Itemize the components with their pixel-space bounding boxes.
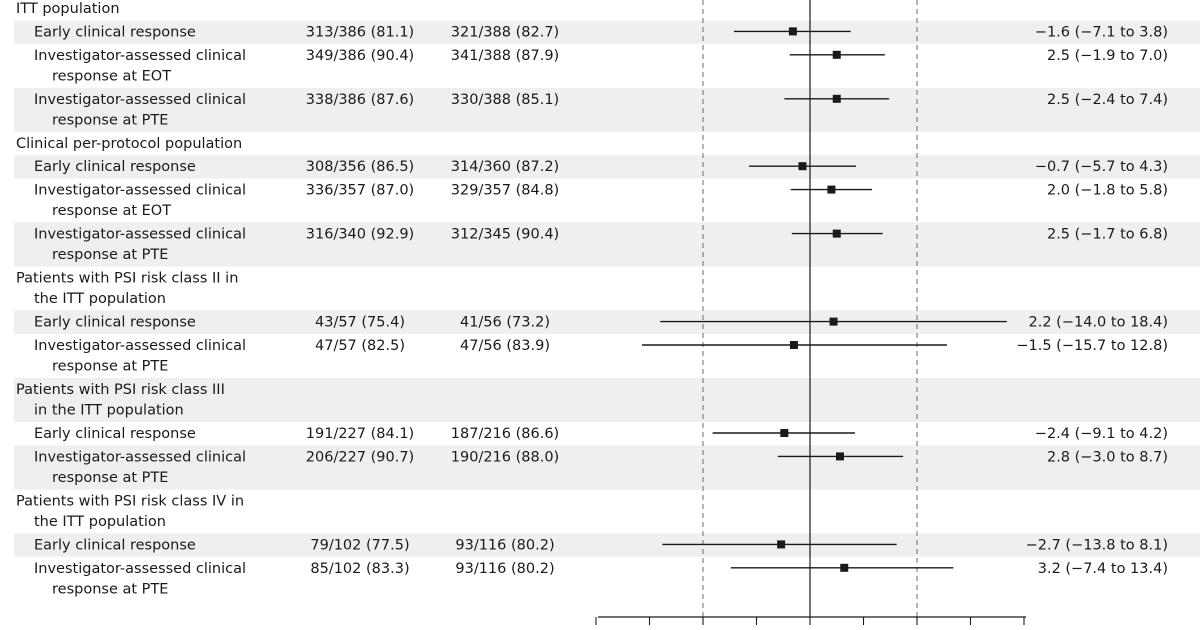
row-labels: ITT population Early clinical response 313… xyxy=(16,1,1168,597)
ceftaroline-count: 336/357 (87.0) xyxy=(306,183,414,199)
ceftriaxone-count: 330/388 (85.1) xyxy=(451,92,559,108)
point-estimate xyxy=(832,94,841,103)
row-label: Investigator-assessed clinical response a… xyxy=(34,449,246,486)
point-estimate xyxy=(780,429,789,437)
group-label: Patients with PSI risk class II in the IT… xyxy=(16,271,238,308)
ceftriaxone-count: 321/388 (82.7) xyxy=(451,24,559,40)
row-label: Investigator-assessed clinical response a… xyxy=(34,48,246,85)
row-label: Investigator-assessed clinical response a… xyxy=(34,561,246,598)
ceftaroline-count: 47/57 (82.5) xyxy=(315,338,405,354)
group-label: Patients with PSI risk class III in the I… xyxy=(16,382,225,419)
ceftaroline-count: 308/356 (86.5) xyxy=(306,159,414,175)
point-estimate xyxy=(789,341,798,349)
ceftaroline-count: 313/386 (81.1) xyxy=(306,24,414,40)
difference-ci-text: 2.5 (−2.4 to 7.4) xyxy=(1047,92,1168,108)
row-band xyxy=(14,378,1200,422)
point-estimate xyxy=(840,563,849,572)
difference-ci-text: −0.7 (−5.7 to 4.3) xyxy=(1035,159,1168,175)
row-band xyxy=(14,20,1200,44)
difference-ci-text: −2.4 (−9.1 to 4.2) xyxy=(1035,426,1168,442)
difference-ci-text: 3.2 (−7.4 to 13.4) xyxy=(1038,561,1168,577)
difference-ci-text: 2.2 (−14.0 to 18.4) xyxy=(1029,315,1168,331)
row-label: Investigator-assessed clinical response a… xyxy=(34,92,246,129)
point-estimate xyxy=(827,185,836,194)
ceftaroline-count: 206/227 (90.7) xyxy=(306,449,414,465)
ceftaroline-count: 79/102 (77.5) xyxy=(310,537,409,553)
difference-ci-text: −1.5 (−15.7 to 12.8) xyxy=(1016,338,1168,354)
ceftriaxone-count: 93/116 (80.2) xyxy=(455,537,554,553)
difference-ci-text: 2.8 (−3.0 to 8.7) xyxy=(1047,449,1168,465)
row-label: Early clinical response xyxy=(34,24,196,40)
row-label: Early clinical response xyxy=(34,537,196,553)
ceftriaxone-count: 93/116 (80.2) xyxy=(455,561,554,577)
ceftriaxone-count: 314/360 (87.2) xyxy=(451,159,559,175)
row-band xyxy=(14,155,1200,179)
ceftriaxone-count: 47/56 (83.9) xyxy=(460,338,550,354)
ceftriaxone-count: 341/388 (87.9) xyxy=(451,48,559,64)
point-estimate xyxy=(832,229,841,238)
group-label: Patients with PSI risk class IV in the IT… xyxy=(16,493,244,530)
ceftriaxone-count: 190/216 (88.0) xyxy=(451,449,559,465)
difference-ci-text: −1.6 (−7.1 to 3.8) xyxy=(1035,24,1168,40)
row-band xyxy=(14,445,1200,490)
difference-ci-text: 2.0 (−1.8 to 5.8) xyxy=(1047,183,1168,199)
ceftaroline-count: 85/102 (83.3) xyxy=(310,561,409,577)
ceftriaxone-count: 312/345 (90.4) xyxy=(451,227,559,243)
row-label: Early clinical response xyxy=(34,315,196,331)
row-band xyxy=(14,222,1200,267)
row-label: Investigator-assessed clinical response a… xyxy=(34,338,246,375)
group-label: Clinical per-protocol population xyxy=(16,136,242,152)
ceftriaxone-count: 41/56 (73.2) xyxy=(460,315,550,331)
row-label: Early clinical response xyxy=(34,426,196,442)
estimates xyxy=(642,27,1007,572)
ceftaroline-count: 349/386 (90.4) xyxy=(306,48,414,64)
ceftaroline-count: 338/386 (87.6) xyxy=(306,92,414,108)
row-label: Investigator-assessed clinical response a… xyxy=(34,227,246,264)
row-label: Early clinical response xyxy=(34,159,196,175)
reference-lines xyxy=(702,0,918,617)
x-axis xyxy=(595,616,1026,625)
row-band xyxy=(14,533,1200,557)
difference-ci-text: 2.5 (−1.9 to 7.0) xyxy=(1047,48,1168,64)
group-label: ITT population xyxy=(16,1,120,17)
point-estimate xyxy=(835,452,844,461)
ceftaroline-count: 43/57 (75.4) xyxy=(315,315,405,331)
point-estimate xyxy=(829,317,838,326)
point-estimate xyxy=(832,50,841,59)
ceftriaxone-count: 329/357 (84.8) xyxy=(451,183,559,199)
ceftriaxone-count: 187/216 (86.6) xyxy=(451,426,559,442)
point-estimate xyxy=(788,27,797,36)
point-estimate xyxy=(777,540,786,549)
row-label: Investigator-assessed clinical response a… xyxy=(34,183,246,220)
point-estimate xyxy=(798,162,807,171)
difference-ci-text: −2.7 (−13.8 to 8.1) xyxy=(1026,537,1168,553)
ceftaroline-count: 191/227 (84.1) xyxy=(306,426,414,442)
ceftaroline-count: 316/340 (92.9) xyxy=(306,227,414,243)
row-band xyxy=(14,87,1200,132)
difference-ci-text: 2.5 (−1.7 to 6.8) xyxy=(1047,227,1168,243)
row-band xyxy=(14,310,1200,334)
row-bands xyxy=(14,20,1200,557)
